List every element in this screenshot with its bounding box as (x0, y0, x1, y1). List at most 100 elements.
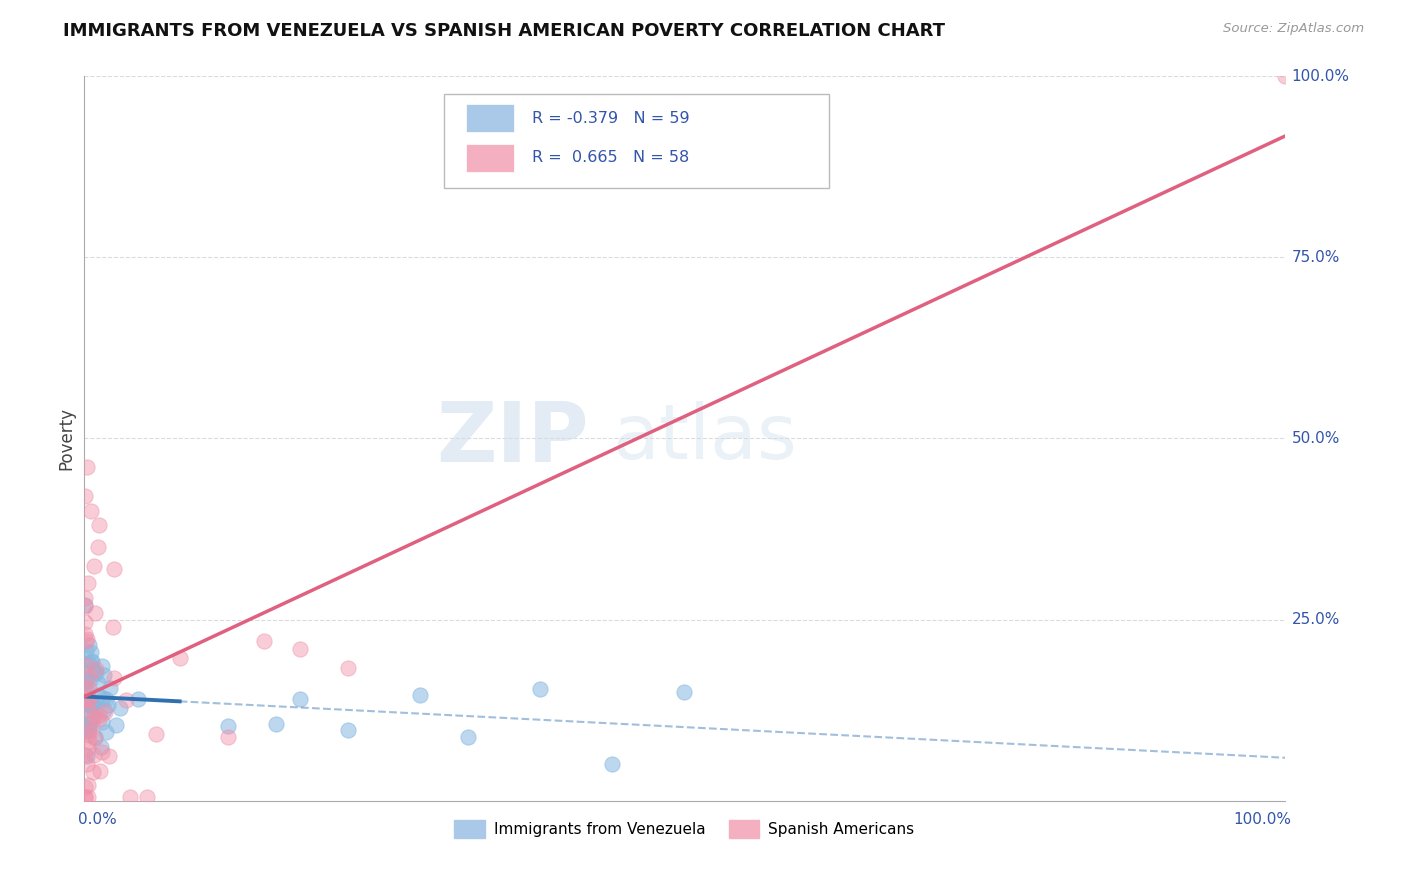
Point (135, 790, 157, 805)
Point (77, 692, 100, 706)
Point (83, 747, 105, 762)
Point (79, 673, 101, 688)
Point (80, 697, 103, 711)
Point (75, 687, 97, 701)
Point (77, 671, 100, 685)
Point (76, 790, 98, 805)
Point (83, 559, 105, 574)
Point (79, 728, 101, 742)
Point (73, 673, 96, 687)
Point (76, 741, 98, 756)
Point (77, 639, 100, 653)
Point (83, 606, 105, 620)
Point (77, 778, 100, 792)
Point (83, 710, 105, 724)
FancyBboxPatch shape (465, 145, 513, 171)
Point (79, 696, 101, 710)
Point (94, 692, 117, 706)
Point (104, 718, 127, 732)
Point (76, 757, 98, 772)
Point (217, 730, 239, 744)
Legend: Immigrants from Venezuela, Spanish Americans: Immigrants from Venezuela, Spanish Ameri… (449, 814, 921, 844)
Point (97, 748, 120, 763)
Point (94, 725, 117, 739)
Point (75, 691, 97, 706)
Point (75, 697, 97, 711)
Point (77, 724, 100, 739)
Point (77, 702, 100, 716)
Point (75, 747, 97, 762)
Point (90, 739, 112, 754)
Point (77, 698, 100, 712)
Point (80, 707, 103, 722)
Point (75, 673, 97, 687)
Text: R =  0.665   N = 58: R = 0.665 N = 58 (531, 151, 689, 165)
Point (77, 692, 100, 706)
Point (80, 504, 103, 518)
Point (73, 790, 96, 805)
Point (217, 719, 239, 733)
Point (288, 691, 311, 706)
Text: R = -0.379   N = 59: R = -0.379 N = 59 (531, 111, 689, 126)
Point (76, 460, 98, 475)
Point (86, 666, 108, 681)
Point (87, 689, 110, 703)
Point (1274, 69, 1296, 83)
Point (77, 698, 100, 712)
Point (93, 667, 115, 681)
Point (101, 620, 124, 634)
Point (80, 654, 103, 668)
Point (75, 722, 97, 736)
Point (336, 723, 359, 738)
Point (77, 720, 100, 734)
Text: Source: ZipAtlas.com: Source: ZipAtlas.com (1223, 22, 1364, 36)
Text: 25.0%: 25.0% (1291, 612, 1340, 627)
Text: ZIP: ZIP (436, 398, 588, 479)
FancyBboxPatch shape (465, 104, 513, 132)
Text: 100.0%: 100.0% (1233, 812, 1291, 827)
Point (89, 713, 111, 727)
FancyBboxPatch shape (444, 95, 828, 188)
Point (84, 705, 107, 719)
Point (169, 651, 191, 665)
Point (673, 685, 696, 699)
Point (75, 790, 97, 805)
Point (93, 703, 115, 717)
Point (73, 681, 96, 696)
Point (73, 627, 96, 641)
Point (77, 723, 100, 737)
Point (80, 698, 103, 712)
Point (79, 681, 101, 696)
Point (77, 693, 100, 707)
Point (73, 490, 96, 504)
Point (80, 655, 103, 669)
Point (103, 562, 125, 576)
Point (83, 730, 105, 744)
Point (336, 661, 359, 675)
Point (82, 711, 104, 725)
Point (75, 644, 97, 658)
Point (76, 576, 98, 591)
Point (82, 765, 104, 780)
Point (409, 689, 432, 703)
Point (77, 657, 100, 672)
Point (73, 676, 96, 690)
Point (98, 681, 121, 695)
Point (87, 708, 110, 723)
Point (77, 716, 100, 731)
Point (91, 745, 114, 759)
Point (73, 615, 96, 629)
Point (97, 698, 120, 712)
Point (529, 681, 551, 696)
Point (108, 701, 131, 715)
Point (73, 780, 96, 794)
Point (75, 634, 97, 648)
Point (77, 734, 100, 748)
Text: IMMIGRANTS FROM VENEZUELA VS SPANISH AMERICAN POVERTY CORRELATION CHART: IMMIGRANTS FROM VENEZUELA VS SPANISH AME… (63, 22, 945, 40)
Point (87, 540, 110, 554)
Text: 100.0%: 100.0% (1291, 69, 1350, 84)
Point (457, 730, 479, 744)
Point (73, 724, 96, 739)
Point (83, 665, 105, 679)
Point (94, 706, 117, 720)
